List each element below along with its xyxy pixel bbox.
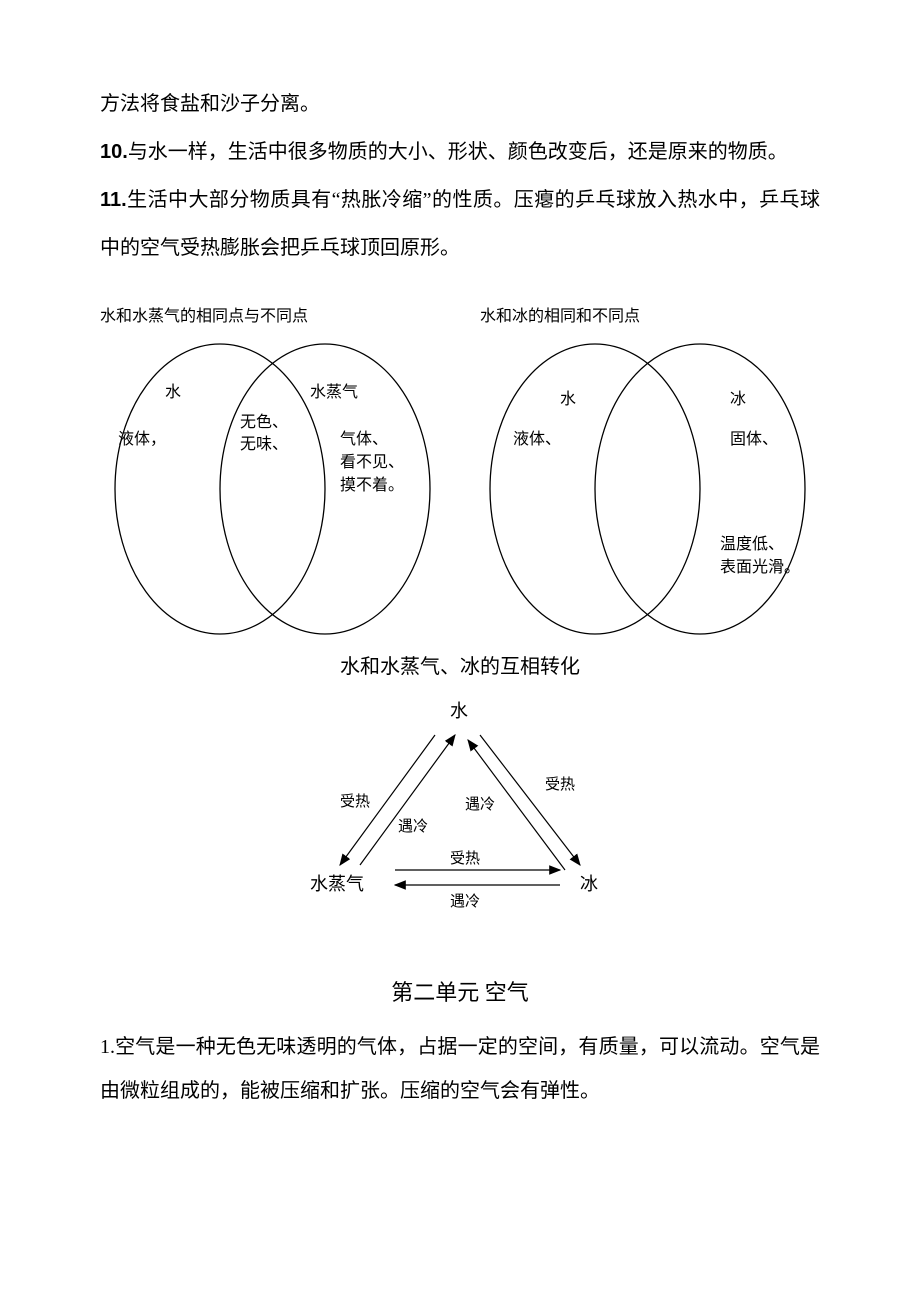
venn-water-steam: 水 水蒸气 液体， 无色、 无味、 气体、 看不见、 摸不着。 (100, 334, 445, 644)
phase-triangle: 水 水蒸气 冰 受热 遇冷 受热 遇冷 受热 遇冷 (280, 685, 640, 935)
venn1-right-2: 看不见、 (340, 452, 404, 474)
tri-left-outer: 受热 (340, 790, 370, 811)
venn1-right-name: 水蒸气 (310, 382, 358, 404)
venn1-mid-2: 无味、 (240, 434, 288, 456)
paragraph-continuation: 方法将食盐和沙子分离。 (100, 80, 820, 128)
venn2-left-only: 液体、 (513, 429, 561, 451)
unit-2-title: 第二单元 空气 (100, 975, 820, 1007)
venn1-right-1: 气体、 (340, 429, 388, 451)
venn2-right-2: 表面光滑。 (720, 557, 800, 579)
tri-bl: 水蒸气 (310, 870, 364, 896)
tri-left-inner: 遇冷 (398, 815, 428, 836)
text-10: 与水一样，生活中很多物质的大小、形状、颜色改变后，还是原来的物质。 (128, 141, 788, 163)
venn1-mid-1: 无色、 (240, 412, 288, 434)
venn2-right-name: 冰 (730, 389, 746, 411)
tri-bottom-down: 遇冷 (450, 890, 480, 911)
tri-top: 水 (450, 697, 468, 723)
paragraph-10: 10.与水一样，生活中很多物质的大小、形状、颜色改变后，还是原来的物质。 (100, 128, 820, 176)
tri-br: 冰 (580, 870, 598, 896)
tri-right-inner: 遇冷 (465, 793, 495, 814)
triangle-title: 水和水蒸气、冰的互相转化 (100, 650, 820, 679)
tri-bottom-up: 受热 (450, 847, 480, 868)
venn2-right-1: 温度低、 (720, 534, 784, 556)
venn-left-title: 水和水蒸气的相同点与不同点 (100, 302, 440, 326)
tri-right-outer: 受热 (545, 773, 575, 794)
venn1-left-only: 液体， (118, 429, 166, 451)
unit-2-num: 1. (100, 1036, 115, 1058)
venn1-right-3: 摸不着。 (340, 475, 404, 497)
venn1-left-name: 水 (165, 382, 181, 404)
text-11: 生活中大部分物质具有“热胀冷缩”的性质。压瘪的乒乓球放入热水中，乒乓球中的空气受… (100, 189, 820, 259)
unit-2-para-1: 1.空气是一种无色无味透明的气体，占据一定的空间，有质量，可以流动。空气是由微粒… (100, 1025, 820, 1113)
num-11: 11. (100, 189, 127, 211)
venn-water-ice: 水 冰 液体、 固体、 温度低、 表面光滑。 (475, 334, 820, 644)
paragraph-11: 11.生活中大部分物质具有“热胀冷缩”的性质。压瘪的乒乓球放入热水中，乒乓球中的… (100, 176, 820, 272)
venn-right-title: 水和冰的相同和不同点 (440, 302, 820, 326)
venn2-right-top: 固体、 (730, 429, 778, 451)
unit-2-text: 空气是一种无色无味透明的气体，占据一定的空间，有质量，可以流动。空气是由微粒组成… (100, 1036, 820, 1102)
venn2-left-name: 水 (560, 389, 576, 411)
venn2-svg (475, 334, 820, 644)
num-10: 10. (100, 141, 128, 163)
